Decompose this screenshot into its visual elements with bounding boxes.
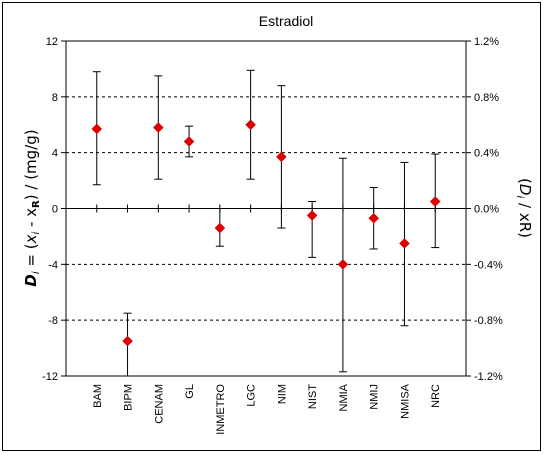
x-tick-label: LGC: [246, 384, 258, 407]
y-tick-label-left: 4: [52, 148, 58, 160]
y-axis-right-label: (Di / xR): [514, 178, 534, 238]
y-tick-label-left: 12: [46, 36, 58, 48]
data-point: [399, 238, 410, 249]
y-tick-label-right: -1.2%: [474, 371, 503, 383]
y-tick-label-right: 0.0%: [474, 204, 499, 216]
data-point: [306, 210, 318, 221]
x-tick-label: NMIJ: [369, 384, 381, 410]
y-tick-label-left: -12: [42, 371, 58, 383]
x-tick-label: NMISA: [399, 383, 411, 419]
x-tick-label: INMETRO: [215, 384, 227, 435]
y-tick-label-right: 0.8%: [474, 92, 499, 104]
data-point: [245, 119, 256, 131]
y-tick-label-right: -0.8%: [474, 315, 503, 327]
x-tick-label: CENAM: [153, 384, 165, 424]
data-point: [214, 222, 226, 234]
x-tick-label: NRC: [430, 384, 442, 408]
chart-title: Estradiol: [259, 13, 313, 29]
x-tick-label: NMIA: [338, 383, 350, 411]
data-point: [91, 123, 103, 135]
y-tick-label-right: -0.4%: [474, 259, 503, 271]
data-point: [122, 335, 133, 347]
data-point: [368, 212, 380, 224]
y-tick-label-left: -8: [48, 315, 58, 327]
x-tick-label: GL: [184, 384, 196, 399]
x-tick-label: BAM: [92, 384, 104, 408]
data-point: [152, 122, 164, 133]
y-axis-left-label: Di = (xi - xR) / (mg/g): [22, 129, 42, 286]
data-point: [337, 258, 349, 270]
x-tick-label: NIST: [307, 384, 319, 409]
data-point: [276, 151, 287, 163]
x-tick-label: BIPM: [123, 384, 135, 411]
y-tick-label-left: -4: [48, 259, 58, 271]
y-tick-label-right: 0.4%: [474, 148, 499, 160]
svg-text:Di = (xi - xR) / (mg/g): Di = (xi - xR) / (mg/g): [22, 129, 42, 286]
y-tick-label-left: 0: [52, 204, 58, 216]
data-point: [429, 196, 441, 207]
data-point: [183, 136, 195, 147]
svg-text:(Di / xR): (Di / xR): [514, 178, 534, 238]
y-tick-label-left: 8: [52, 92, 58, 104]
x-tick-label: NIM: [276, 384, 288, 404]
y-tick-label-right: 1.2%: [474, 36, 499, 48]
